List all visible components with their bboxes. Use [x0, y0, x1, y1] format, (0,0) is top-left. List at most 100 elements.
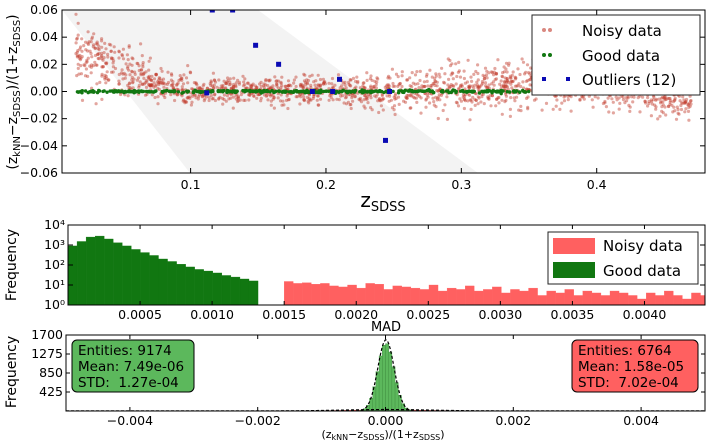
noisy-point — [631, 100, 635, 104]
noisy-point — [424, 74, 429, 78]
noisy-point — [476, 63, 480, 67]
good-point — [165, 88, 169, 93]
noisy-point — [192, 81, 196, 85]
noisy-point — [121, 47, 125, 51]
noisy-point — [100, 74, 104, 78]
noisy-point — [503, 80, 507, 84]
noisy-point — [516, 67, 520, 71]
noisy-point — [97, 44, 101, 48]
noisy-point — [664, 97, 668, 101]
mad-x-tick-label: 0.0005 — [118, 307, 162, 322]
noisy-point — [376, 99, 380, 103]
noisy-point — [93, 46, 98, 50]
noisy-point — [476, 85, 480, 89]
noisy-point — [318, 97, 323, 101]
noisy-bar — [356, 287, 366, 305]
noisy-point — [477, 96, 481, 100]
good-bar — [68, 245, 78, 305]
noisy-point — [354, 85, 358, 89]
noisy-point — [79, 72, 83, 76]
noisy-point — [510, 86, 514, 90]
noisy-point — [663, 95, 667, 99]
noisy-point — [107, 42, 111, 47]
noisy-point — [154, 73, 158, 77]
noisy-point — [437, 93, 441, 97]
noisy-point — [396, 95, 401, 99]
noisy-point — [470, 79, 474, 83]
noisy-point — [171, 82, 175, 86]
noisy-point — [111, 61, 115, 65]
noisy-point — [105, 70, 109, 74]
noisy-point — [205, 86, 209, 90]
noisy-point — [126, 94, 130, 98]
noisy-point — [194, 82, 198, 86]
noisy-point — [80, 98, 85, 102]
scatter-x-tick-label: 0.1 — [181, 177, 201, 192]
noisy-point — [474, 98, 478, 102]
scatter-y-ticks: −0.06 −0.04 −0.02 0.00 0.02 0.04 0.06 — [20, 2, 705, 180]
noisy-point — [87, 40, 91, 44]
noisy-point — [301, 83, 305, 87]
noisy-point — [309, 83, 313, 87]
noisy-point — [504, 92, 508, 96]
noisy-point — [676, 107, 680, 112]
good-point — [324, 89, 329, 93]
noisy-point — [641, 95, 645, 99]
noisy-point — [188, 70, 192, 74]
noisy-point — [376, 77, 380, 81]
noisy-point — [519, 109, 523, 113]
noisy-point — [459, 85, 463, 89]
noisy-point — [499, 79, 503, 83]
noisy-point — [315, 98, 319, 102]
noisy-point — [649, 98, 653, 102]
noisy-point — [104, 62, 108, 66]
noisy-point — [369, 84, 373, 88]
noisy-point — [482, 102, 486, 106]
noisy-point — [224, 99, 228, 103]
noisy-point — [485, 69, 489, 73]
noisy-point — [200, 95, 204, 99]
noisy-point — [501, 71, 505, 75]
noisy-point — [486, 95, 490, 99]
noisy-bar — [374, 284, 384, 305]
noisy-point — [221, 96, 225, 101]
noisy-point — [321, 77, 325, 81]
good-point — [362, 89, 366, 93]
noisy-point — [682, 98, 686, 102]
noisy-point — [647, 101, 651, 106]
good-point — [505, 90, 509, 94]
noisy-point — [393, 112, 397, 117]
noisy-point — [362, 98, 366, 102]
noisy-point — [351, 76, 356, 80]
noisy-point — [423, 85, 427, 89]
noisy-point — [217, 96, 221, 100]
noisy-point — [601, 101, 606, 106]
noisy-point — [494, 72, 498, 76]
good-point — [176, 90, 181, 94]
noisy-point — [449, 73, 453, 77]
noisy-point — [117, 82, 121, 86]
noisy-point — [210, 84, 215, 88]
noisy-point — [470, 100, 474, 104]
noisy-point — [476, 102, 480, 106]
noisy-point — [404, 96, 408, 100]
noisy-point — [107, 78, 111, 82]
noisy-point — [103, 77, 107, 81]
noisy-point — [100, 97, 104, 101]
error-y-tick-label: 425 — [39, 384, 63, 399]
noisy-point — [508, 114, 512, 118]
good-point — [416, 89, 420, 93]
good-point — [105, 90, 109, 94]
scatter-y-tick-label: −0.06 — [20, 165, 58, 180]
noisy-point — [519, 104, 523, 108]
noisy-point — [264, 78, 268, 82]
noisy-point — [197, 93, 201, 97]
good-point — [273, 90, 277, 94]
noisy-point — [176, 93, 180, 97]
noisy-bar — [446, 287, 457, 305]
noisy-point — [224, 82, 228, 86]
noisy-point — [159, 78, 164, 82]
noisy-point — [410, 94, 414, 98]
noisy-point — [147, 76, 151, 80]
noisy-point — [411, 81, 415, 85]
